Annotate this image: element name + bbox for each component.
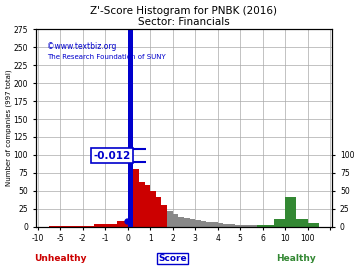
Text: Unhealthy: Unhealthy xyxy=(34,254,86,263)
Bar xyxy=(150,191,156,227)
Bar xyxy=(229,224,234,227)
Bar xyxy=(223,224,229,227)
Bar xyxy=(173,214,178,227)
Bar xyxy=(201,221,206,227)
Bar xyxy=(117,221,139,227)
Bar xyxy=(128,29,133,227)
Bar xyxy=(218,223,223,227)
Text: The Research Foundation of SUNY: The Research Foundation of SUNY xyxy=(48,54,166,60)
Y-axis label: Number of companies (997 total): Number of companies (997 total) xyxy=(5,70,12,186)
Bar xyxy=(139,182,145,227)
Bar xyxy=(274,219,285,227)
Bar xyxy=(296,219,307,227)
Bar xyxy=(94,224,117,227)
Bar xyxy=(246,225,251,227)
Bar xyxy=(307,223,319,227)
Bar xyxy=(251,225,257,227)
Bar xyxy=(178,217,184,227)
Bar xyxy=(184,218,190,227)
Bar xyxy=(49,226,72,227)
Text: Healthy: Healthy xyxy=(276,254,316,263)
Bar xyxy=(240,225,246,227)
Bar xyxy=(190,219,195,227)
Bar xyxy=(156,197,162,227)
Bar xyxy=(257,225,263,227)
Bar xyxy=(133,169,139,227)
Bar xyxy=(167,211,173,227)
Text: -0.012: -0.012 xyxy=(93,151,131,161)
Bar xyxy=(234,225,240,227)
Text: Score: Score xyxy=(158,254,187,263)
Bar xyxy=(128,29,133,227)
Bar xyxy=(72,226,94,227)
Bar xyxy=(263,225,274,227)
Bar xyxy=(195,220,201,227)
Bar xyxy=(212,222,218,227)
Bar xyxy=(206,222,212,227)
Text: ©www.textbiz.org: ©www.textbiz.org xyxy=(48,42,117,51)
Title: Z'-Score Histogram for PNBK (2016)
Sector: Financials: Z'-Score Histogram for PNBK (2016) Secto… xyxy=(90,6,278,27)
Bar xyxy=(145,185,150,227)
Bar xyxy=(162,205,167,227)
Bar xyxy=(285,197,296,227)
